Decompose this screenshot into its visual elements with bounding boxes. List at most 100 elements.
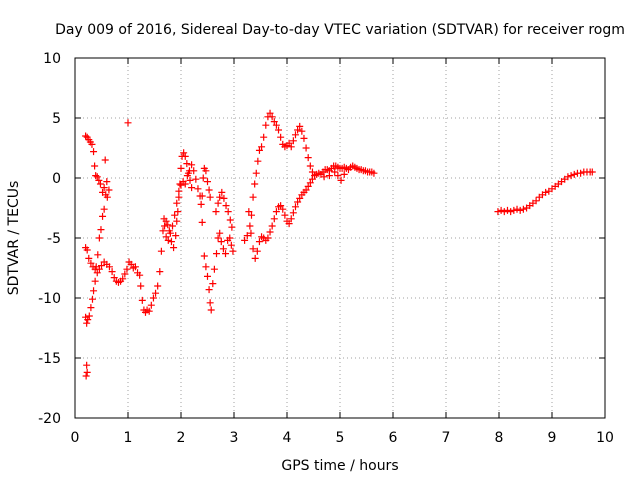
data-point xyxy=(532,197,540,205)
data-point xyxy=(95,265,103,273)
data-point xyxy=(588,168,596,176)
data-point xyxy=(254,157,262,165)
data-point xyxy=(209,280,217,288)
data-point xyxy=(198,218,206,226)
data-point xyxy=(285,220,293,228)
data-point xyxy=(138,296,146,304)
data-point xyxy=(136,271,144,279)
data-point xyxy=(183,160,191,168)
data-point xyxy=(85,312,93,320)
grid-layer xyxy=(75,58,605,418)
y-tick-label: -20 xyxy=(38,411,61,427)
data-point xyxy=(94,251,102,259)
data-point xyxy=(285,139,293,147)
data-point xyxy=(277,202,285,210)
y-tick-label: -10 xyxy=(38,291,61,307)
data-point xyxy=(253,247,261,255)
data-point xyxy=(224,208,232,216)
data-point xyxy=(88,140,96,148)
data-point xyxy=(207,306,215,314)
data-point xyxy=(162,233,170,241)
data-point xyxy=(258,143,266,151)
data-point xyxy=(503,206,511,214)
data-point xyxy=(83,246,91,254)
data-point xyxy=(306,179,314,187)
data-point xyxy=(170,244,178,252)
data-point xyxy=(246,222,254,230)
data-point xyxy=(124,119,132,127)
data-point xyxy=(302,186,310,194)
data-point xyxy=(204,272,211,280)
data-point xyxy=(497,206,505,214)
data-point xyxy=(241,236,249,244)
data-point xyxy=(570,170,578,178)
data-point xyxy=(87,259,95,267)
data-point xyxy=(173,217,181,225)
x-tick-label: 9 xyxy=(548,430,557,446)
data-point xyxy=(188,161,196,169)
data-point xyxy=(228,223,236,231)
data-point xyxy=(226,234,234,242)
x-tick-label: 4 xyxy=(283,430,292,446)
data-point xyxy=(157,247,165,255)
data-point xyxy=(308,168,316,176)
data-point xyxy=(264,234,272,242)
data-point xyxy=(93,173,101,181)
data-point xyxy=(219,245,227,253)
y-tick-label: 0 xyxy=(52,171,61,187)
y-axis-label: SDTVAR / TECUs xyxy=(6,181,22,296)
data-point xyxy=(90,287,98,295)
data-point xyxy=(152,289,160,297)
x-tick-label: 7 xyxy=(442,430,451,446)
data-point xyxy=(173,199,181,207)
data-point xyxy=(542,188,550,196)
data-point xyxy=(92,172,100,180)
data-point xyxy=(516,206,524,214)
data-point xyxy=(513,205,521,213)
data-point xyxy=(199,174,207,182)
data-point xyxy=(519,205,527,213)
data-point xyxy=(577,169,585,177)
data-point xyxy=(145,307,153,315)
data-point xyxy=(308,175,316,183)
data-point xyxy=(183,172,191,180)
data-point xyxy=(300,134,308,142)
data-point xyxy=(90,148,98,156)
data-point xyxy=(137,282,145,290)
data-point xyxy=(270,215,278,223)
data-point xyxy=(251,180,259,188)
data-point xyxy=(159,227,167,235)
data-point xyxy=(181,152,189,160)
data-point xyxy=(82,372,90,380)
data-point xyxy=(510,206,518,214)
data-point xyxy=(494,208,502,216)
data-point xyxy=(247,229,255,237)
data-point xyxy=(174,208,182,216)
data-point xyxy=(272,121,280,129)
data-point xyxy=(296,194,304,202)
data-point xyxy=(334,172,342,180)
data-point xyxy=(121,270,129,278)
data-point xyxy=(95,176,103,184)
data-point xyxy=(87,304,95,312)
data-point xyxy=(131,263,139,271)
data-point xyxy=(281,211,289,219)
data-point xyxy=(171,211,179,219)
data-point xyxy=(119,275,127,283)
data-point xyxy=(245,208,253,216)
data-point xyxy=(205,286,213,294)
data-point xyxy=(247,211,255,219)
data-point xyxy=(268,113,276,121)
data-point xyxy=(218,188,226,196)
data-point xyxy=(213,250,221,258)
data-point xyxy=(289,209,297,217)
x-tick-label: 1 xyxy=(124,430,133,446)
data-point xyxy=(306,162,314,170)
data-point xyxy=(194,185,202,193)
data-point xyxy=(222,202,230,210)
data-point xyxy=(97,226,105,234)
data-point xyxy=(370,169,378,177)
data-point xyxy=(166,229,174,237)
y-tick-label: -5 xyxy=(47,231,61,247)
